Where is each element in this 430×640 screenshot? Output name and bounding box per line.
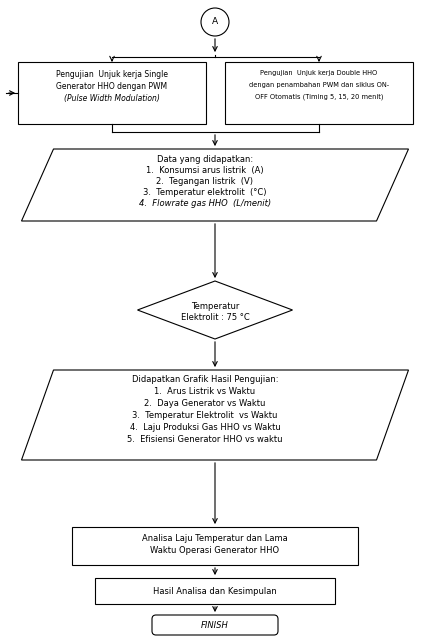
- Text: 3.  Temperatur elektrolit  (°C): 3. Temperatur elektrolit (°C): [143, 188, 266, 197]
- Text: Data yang didapatkan:: Data yang didapatkan:: [157, 155, 252, 164]
- FancyBboxPatch shape: [152, 615, 277, 635]
- Text: 2.  Tegangan listrik  (V): 2. Tegangan listrik (V): [156, 177, 253, 186]
- Text: Pengujian  Unjuk kerja Single: Pengujian Unjuk kerja Single: [56, 70, 168, 79]
- Text: Pengujian  Unjuk kerja Double HHO: Pengujian Unjuk kerja Double HHO: [260, 70, 377, 76]
- Text: Hasil Analisa dan Kesimpulan: Hasil Analisa dan Kesimpulan: [153, 586, 276, 595]
- Text: 1.  Konsumsi arus listrik  (A): 1. Konsumsi arus listrik (A): [146, 166, 263, 175]
- Text: dengan penambahan PWM dan siklus ON-: dengan penambahan PWM dan siklus ON-: [249, 82, 388, 88]
- FancyBboxPatch shape: [95, 578, 334, 604]
- Text: 2.  Daya Generator vs Waktu: 2. Daya Generator vs Waktu: [144, 399, 265, 408]
- Text: 5.  Efisiensi Generator HHO vs waktu: 5. Efisiensi Generator HHO vs waktu: [127, 435, 282, 444]
- Text: 4.  Laju Produksi Gas HHO vs Waktu: 4. Laju Produksi Gas HHO vs Waktu: [129, 423, 280, 432]
- Text: Waktu Operasi Generator HHO: Waktu Operasi Generator HHO: [150, 546, 279, 555]
- Text: Analisa Laju Temperatur dan Lama: Analisa Laju Temperatur dan Lama: [142, 534, 287, 543]
- Text: FINISH: FINISH: [201, 621, 228, 630]
- Text: 3.  Temperatur Elektrolit  vs Waktu: 3. Temperatur Elektrolit vs Waktu: [132, 411, 277, 420]
- FancyBboxPatch shape: [18, 62, 206, 124]
- Circle shape: [200, 8, 228, 36]
- FancyBboxPatch shape: [72, 527, 357, 565]
- Polygon shape: [137, 281, 292, 339]
- Text: Generator HHO dengan PWM: Generator HHO dengan PWM: [56, 82, 167, 91]
- Polygon shape: [22, 149, 408, 221]
- FancyBboxPatch shape: [224, 62, 412, 124]
- Polygon shape: [22, 370, 408, 460]
- Text: Didapatkan Grafik Hasil Pengujian:: Didapatkan Grafik Hasil Pengujian:: [132, 375, 278, 384]
- Text: Elektrolit : 75 °C: Elektrolit : 75 °C: [180, 313, 249, 322]
- Text: (Pulse Width Modulation): (Pulse Width Modulation): [64, 94, 160, 103]
- Text: Temperatur: Temperatur: [190, 302, 239, 311]
- Text: 1.  Arus Listrik vs Waktu: 1. Arus Listrik vs Waktu: [154, 387, 255, 396]
- Text: OFF Otomatis (Timing 5, 15, 20 menit): OFF Otomatis (Timing 5, 15, 20 menit): [254, 94, 382, 100]
- Text: 4.  Flowrate gas HHO  (L/menit): 4. Flowrate gas HHO (L/menit): [138, 199, 270, 208]
- Text: A: A: [212, 17, 218, 26]
